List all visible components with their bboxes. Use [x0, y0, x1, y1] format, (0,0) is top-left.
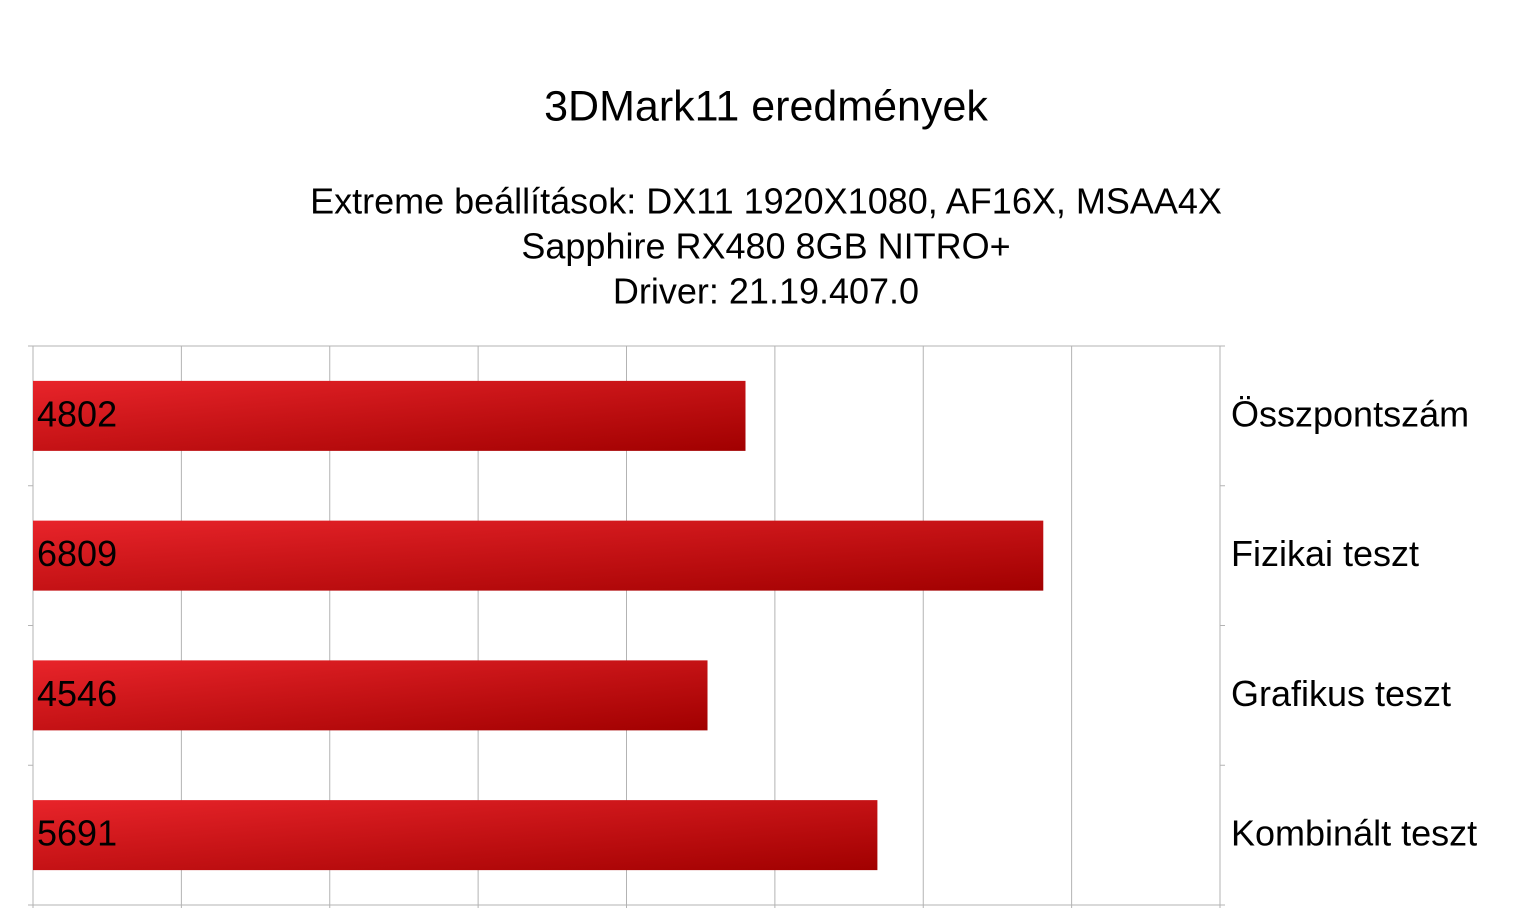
value-label: 4546: [37, 673, 117, 714]
chart-subtitle: Sapphire RX480 8GB NITRO+: [521, 226, 1010, 267]
category-label: Fizikai teszt: [1231, 533, 1419, 574]
bar: [33, 520, 1044, 591]
value-label: 5691: [37, 813, 117, 854]
category-label: Összpontszám: [1231, 393, 1469, 434]
value-label: 6809: [37, 533, 117, 574]
bar: [33, 800, 878, 871]
category-label: Grafikus teszt: [1231, 673, 1451, 714]
chart-title: 3DMark11 eredmények: [544, 82, 988, 130]
bar: [33, 380, 746, 451]
chart-subtitle: Driver: 21.19.407.0: [613, 271, 919, 312]
bar: [33, 660, 708, 731]
chart-subtitle: Extreme beállítások: DX11 1920X1080, AF1…: [310, 181, 1222, 222]
category-label: Kombinált teszt: [1231, 813, 1477, 854]
value-label: 4802: [37, 393, 117, 434]
